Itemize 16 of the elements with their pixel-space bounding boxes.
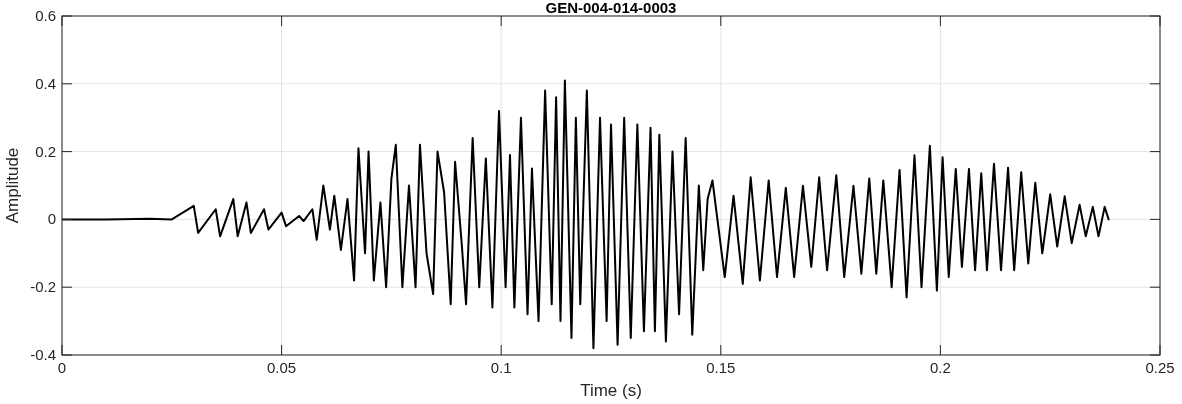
x-tick-label: 0.2	[929, 359, 951, 376]
y-tick-label: 0	[47, 210, 56, 228]
y-tick-label: -0.2	[30, 278, 56, 296]
y-tick-label: 0.2	[35, 142, 56, 160]
y-tick-label: 0.4	[35, 74, 56, 92]
y-axis-title: Amplitude	[3, 147, 22, 224]
x-tick-label: 0.25	[1145, 359, 1175, 376]
y-tick-label: 0.6	[35, 7, 56, 24]
x-tick-label: 0.1	[490, 359, 512, 376]
x-axis-title: Time (s)	[580, 381, 642, 400]
chart-title: GEN-004-014-0003	[545, 0, 677, 16]
line-series	[62, 79, 1110, 350]
x-tick-label: 0	[57, 359, 67, 376]
x-tick-label: 0.05	[267, 359, 297, 376]
y-tick-label: -0.4	[30, 346, 56, 363]
x-tick-label: 0.15	[706, 359, 736, 376]
